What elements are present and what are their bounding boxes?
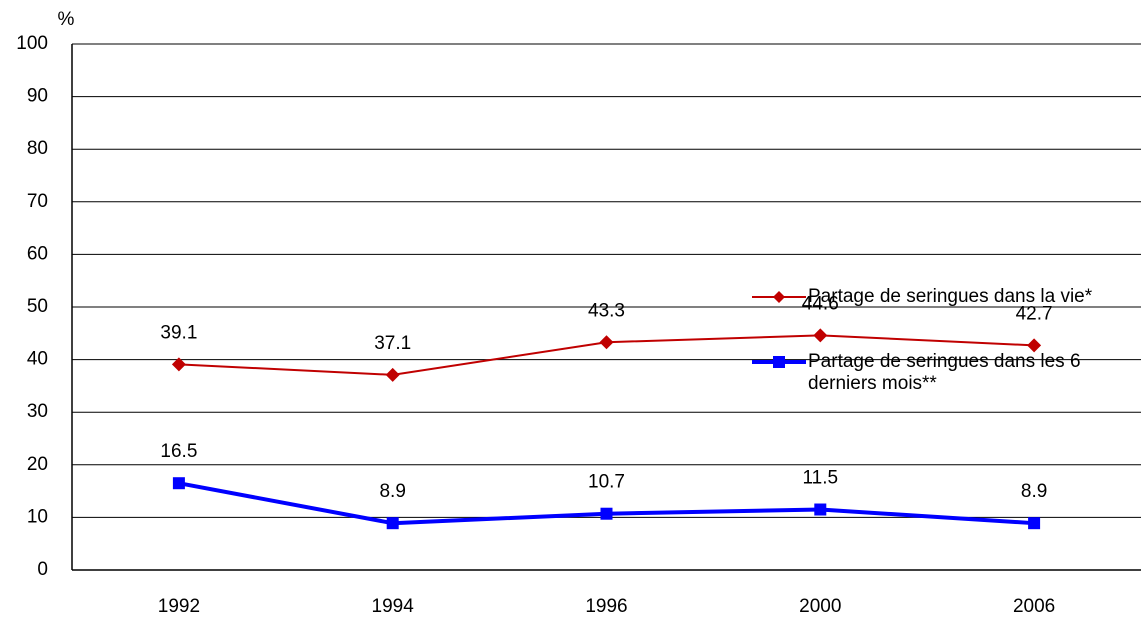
data-label: 16.5 — [160, 441, 197, 462]
y-tick-label: 20 — [27, 454, 48, 475]
legend-marker — [773, 291, 785, 303]
x-tick-label: 2000 — [799, 596, 841, 617]
marker — [386, 517, 399, 530]
legend-entry: Partage de seringues dans les 6 derniers… — [808, 351, 1081, 394]
marker — [171, 357, 186, 372]
x-tick-label: 1996 — [585, 596, 627, 617]
marker — [1028, 517, 1041, 530]
y-tick-label: 50 — [27, 296, 48, 317]
y-tick-label: 100 — [16, 33, 48, 54]
y-tick-label: 80 — [27, 138, 48, 159]
data-label: 8.9 — [379, 481, 405, 502]
marker — [172, 477, 185, 490]
legend-entry: Partage de seringues dans la vie* — [808, 286, 1093, 307]
y-tick-label: 0 — [37, 559, 48, 580]
x-tick-label: 1992 — [158, 596, 200, 617]
legend-label: Partage de seringues dans la vie* — [808, 286, 1093, 307]
legend-label: Partage de seringues dans les 6 derniers… — [808, 351, 1081, 394]
data-label: 42.7 — [1016, 303, 1053, 324]
y-tick-label: 10 — [27, 506, 48, 527]
data-label: 11.5 — [803, 468, 839, 489]
marker — [385, 367, 400, 382]
x-tick-label: 1994 — [372, 596, 415, 617]
marker — [1027, 338, 1042, 353]
marker — [814, 503, 827, 516]
data-label: 8.9 — [1021, 481, 1047, 502]
y-tick-label: 30 — [27, 401, 48, 422]
marker — [600, 507, 613, 520]
data-label: 43.3 — [588, 300, 625, 321]
y-tick-label: 60 — [27, 243, 48, 264]
y-tick-label: 90 — [27, 86, 48, 107]
y-tick-label: 40 — [27, 349, 48, 370]
marker — [813, 328, 828, 343]
marker — [599, 335, 614, 350]
data-label: 39.1 — [160, 322, 197, 343]
x-tick-label: 2006 — [1013, 596, 1055, 617]
y-axis-label: % — [58, 9, 75, 30]
data-label: 44.6 — [802, 293, 839, 314]
data-label: 10.7 — [588, 472, 625, 493]
y-tick-label: 70 — [27, 191, 48, 212]
legend-marker — [773, 356, 785, 368]
data-label: 37.1 — [374, 333, 411, 354]
